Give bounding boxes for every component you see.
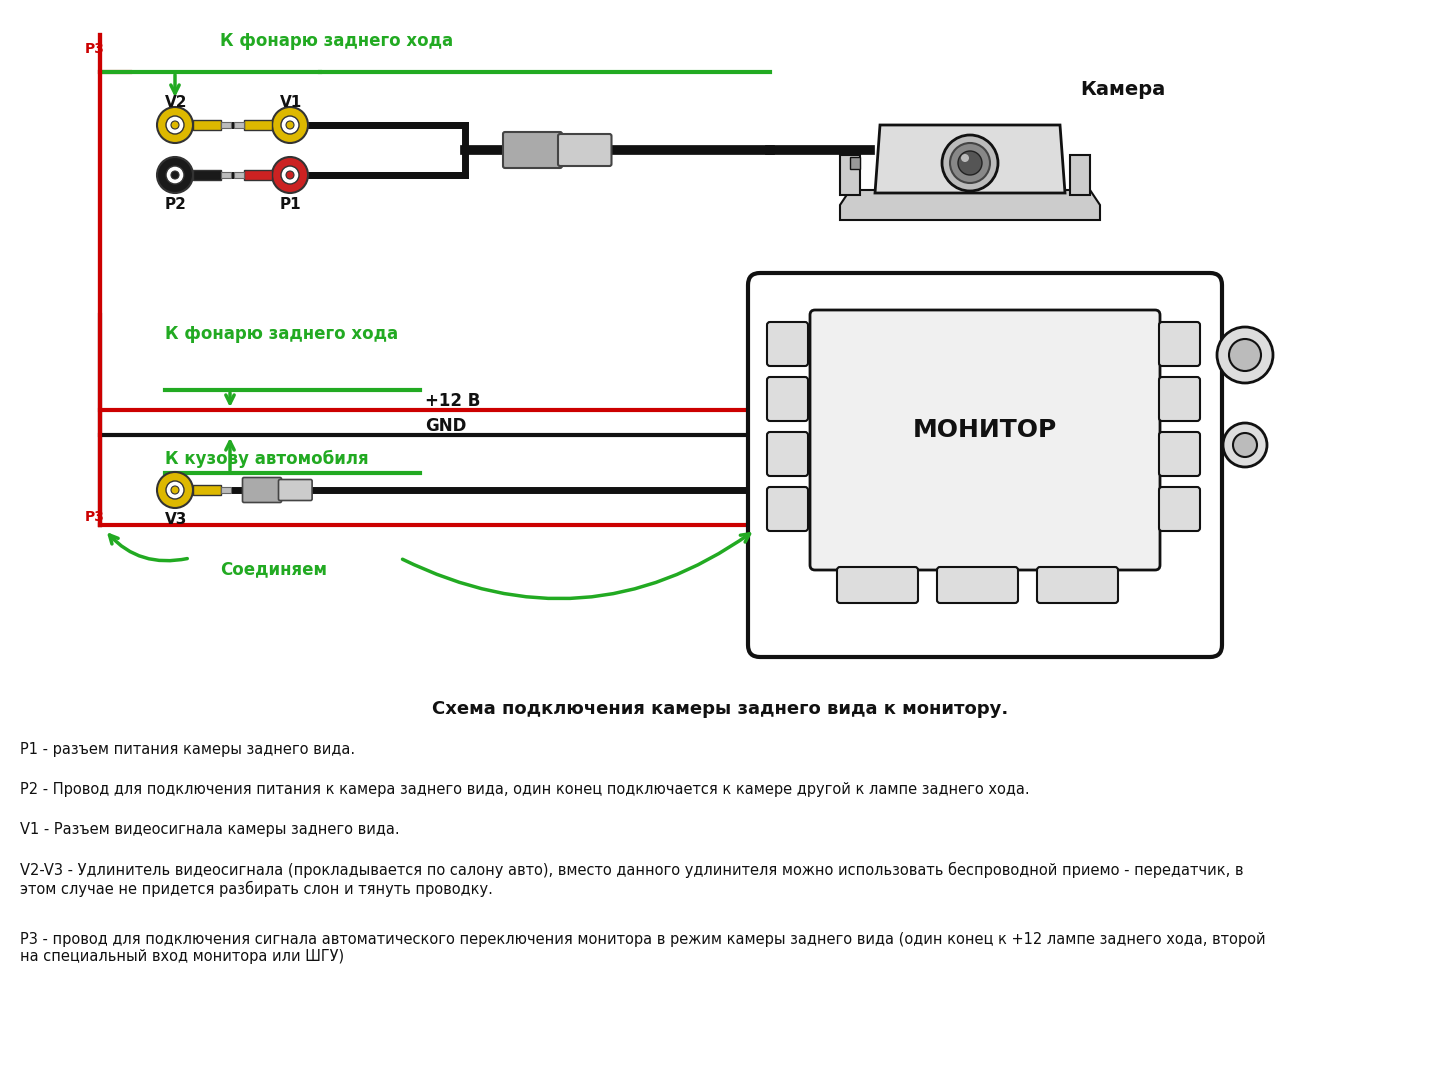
Circle shape [958,151,982,175]
Bar [220,122,230,128]
Text: V3: V3 [166,512,187,527]
Bar [193,170,220,180]
Text: V1: V1 [279,95,302,110]
FancyBboxPatch shape [1159,432,1200,476]
FancyBboxPatch shape [768,377,808,421]
Text: Схема подключения камеры заднего вида к монитору.: Схема подключения камеры заднего вида к … [432,700,1008,718]
Circle shape [287,121,294,129]
Circle shape [942,135,998,191]
Bar [850,157,860,169]
Circle shape [166,481,184,498]
Circle shape [960,154,969,162]
Circle shape [171,121,179,129]
FancyBboxPatch shape [937,567,1018,602]
Polygon shape [840,190,1100,220]
Text: P2 - Провод для подключения питания к камера заднего вида, один конец подключает: P2 - Провод для подключения питания к ка… [20,781,1030,796]
FancyBboxPatch shape [837,567,919,602]
Text: Соединяем: Соединяем [220,560,327,578]
Circle shape [1223,423,1267,467]
Circle shape [1233,433,1257,457]
Circle shape [1217,327,1273,383]
Text: V2: V2 [166,95,187,110]
Circle shape [287,172,294,179]
Text: К фонарю заднего хода: К фонарю заднего хода [220,32,454,50]
Circle shape [157,107,193,143]
FancyBboxPatch shape [768,322,808,366]
FancyBboxPatch shape [1159,487,1200,531]
Text: GND: GND [425,417,467,435]
Text: К кузову автомобиля: К кузову автомобиля [166,450,369,468]
FancyBboxPatch shape [242,477,281,503]
FancyBboxPatch shape [768,487,808,531]
Text: V2-V3 - Удлинитель видеосигнала (прокладывается по салону авто), вместо данного : V2-V3 - Удлинитель видеосигнала (проклад… [20,862,1244,897]
Text: P1: P1 [279,197,301,212]
Circle shape [272,107,308,143]
Bar [193,120,220,130]
Bar [193,485,220,495]
Circle shape [1228,339,1261,371]
Text: P3: P3 [85,510,105,524]
Text: V1 - Разъем видеосигнала камеры заднего вида.: V1 - Разъем видеосигнала камеры заднего … [20,822,400,837]
Circle shape [281,166,300,184]
FancyBboxPatch shape [1159,377,1200,421]
Text: МОНИТОР: МОНИТОР [913,418,1057,442]
Circle shape [950,143,991,183]
Bar [220,172,230,178]
Circle shape [157,157,193,193]
Bar [243,170,272,180]
Bar [233,122,243,128]
Circle shape [171,486,179,494]
Text: P2: P2 [166,197,187,212]
FancyBboxPatch shape [768,432,808,476]
Text: Р3 - провод для подключения сигнала автоматического переключения монитора в режи: Р3 - провод для подключения сигнала авто… [20,932,1266,965]
Text: P3: P3 [85,42,105,56]
Bar [220,487,230,493]
Polygon shape [1070,155,1090,195]
Text: Камера: Камера [1080,80,1165,99]
Circle shape [166,166,184,184]
FancyBboxPatch shape [503,132,562,168]
Polygon shape [840,155,860,195]
FancyBboxPatch shape [1037,567,1117,602]
Bar [243,120,272,130]
Circle shape [171,172,179,179]
FancyBboxPatch shape [747,273,1223,657]
Bar [233,172,243,178]
Text: +12 В: +12 В [425,392,481,410]
Circle shape [157,472,193,508]
Circle shape [281,116,300,134]
Circle shape [166,116,184,134]
FancyBboxPatch shape [1159,322,1200,366]
FancyBboxPatch shape [809,310,1161,570]
Text: К фонарю заднего хода: К фонарю заднего хода [166,325,397,343]
Text: P1 - разъем питания камеры заднего вида.: P1 - разъем питания камеры заднего вида. [20,742,356,757]
FancyBboxPatch shape [559,134,612,166]
Polygon shape [876,125,1066,193]
FancyBboxPatch shape [278,479,312,501]
Circle shape [272,157,308,193]
